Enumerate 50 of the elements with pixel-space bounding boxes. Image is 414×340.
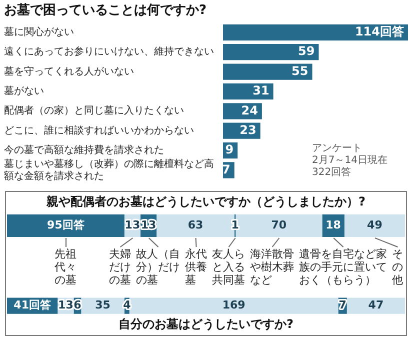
data-label: 6 <box>74 298 82 312</box>
text: 自分のお墓はどうしたいですか? <box>118 316 294 331</box>
bar <box>344 214 405 238</box>
data-label: 49 <box>367 218 382 232</box>
y-tick-label: 遠くにあってお参りにいけない、維持できない <box>4 46 214 58</box>
bar <box>223 64 312 80</box>
bar <box>346 298 405 314</box>
chart-title: 親や配偶者のお墓はどうしたいですか（どうしましたか）? <box>46 194 366 208</box>
bar <box>129 298 338 314</box>
data-label: 31 <box>252 84 270 98</box>
data-label: 13 <box>58 298 74 312</box>
text: お墓で困っていることは何ですか? <box>4 3 207 18</box>
data-label: 70 <box>271 218 287 232</box>
data-label: 7 <box>338 298 346 312</box>
series-label: 先祖代々の墓 <box>54 247 77 286</box>
data-label: 13 <box>140 218 156 232</box>
series-label: 夫婦だけの墓 <box>109 247 131 286</box>
data-label: 24 <box>241 103 258 118</box>
series-label: 永代供養墓 <box>185 247 207 286</box>
data-label: 47 <box>368 298 384 312</box>
series-label: 友人らと入る共同墓 <box>212 247 245 286</box>
y-tick-label: 配偶者（の家）と同じ墓に入りたくない <box>4 104 184 117</box>
y-tick-label: 墓じまいや墓移し（改葬）の際に離檀料など高額な金額を請求された <box>4 158 214 182</box>
bar <box>7 214 124 238</box>
y-tick-label: 墓に関心がない <box>4 26 74 38</box>
data-label: 7 <box>222 162 230 176</box>
y-tick-label: どこに、誰に相談すればいいかわからない <box>4 124 194 136</box>
data-label: 63 <box>188 218 204 232</box>
data-label: 13 <box>124 218 140 232</box>
data-label: 18 <box>326 218 341 232</box>
data-label: 114回答 <box>354 24 405 39</box>
text: 遺骨を自宅など家族の手元に置いておく（もらう） <box>299 247 387 286</box>
data-label: 23 <box>240 122 256 137</box>
y-tick-label: 墓を守ってくれる人がいない <box>4 65 134 78</box>
annotation: 322回答 <box>312 166 352 178</box>
data-label: 169 <box>222 298 246 312</box>
data-label: 9 <box>225 142 234 157</box>
y-tick-label: 今の墓で高額な維持費を請求された <box>4 144 164 156</box>
data-label: 59 <box>298 44 315 58</box>
data-label: 41回答 <box>14 298 52 312</box>
bar <box>223 44 319 60</box>
data-label: 55 <box>292 64 308 78</box>
annotation: アンケート <box>312 143 362 154</box>
data-label: 95回答 <box>47 218 86 232</box>
annotation: 2月7～14日現在 <box>312 154 388 166</box>
series-label: 故人（自分）だけの墓 <box>136 247 180 286</box>
data-label: 35 <box>95 298 110 312</box>
series-label: 海洋散骨や樹木葬など <box>250 247 294 286</box>
y-tick-label: 墓がない <box>4 85 44 98</box>
series-label: その他 <box>392 247 403 286</box>
